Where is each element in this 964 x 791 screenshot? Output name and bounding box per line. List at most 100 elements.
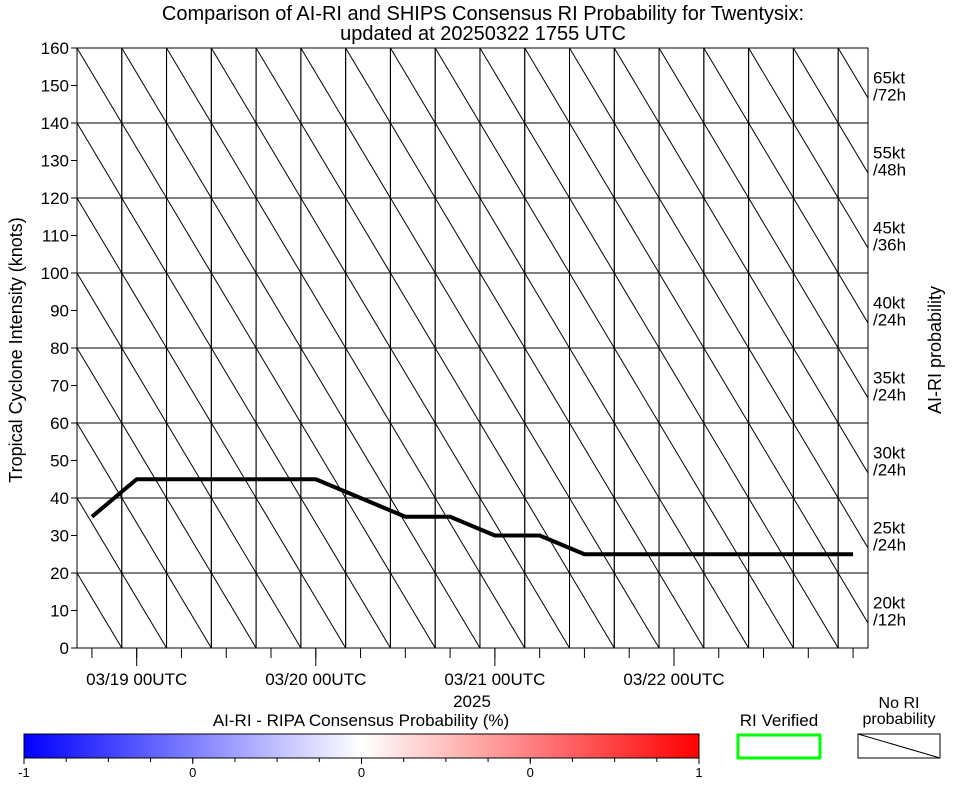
no-ri-diagonal bbox=[479, 347, 526, 424]
no-ri-diagonal bbox=[434, 122, 481, 199]
grid-cell bbox=[524, 572, 571, 648]
no-ri-diagonal bbox=[703, 272, 750, 349]
grid-cell bbox=[792, 48, 839, 124]
no-ri-diagonal bbox=[345, 347, 391, 424]
grid-cell bbox=[166, 347, 212, 424]
legend-no-ri-label-line2: probability bbox=[863, 711, 936, 728]
grid-cell bbox=[255, 197, 302, 274]
no-ri-diagonal bbox=[703, 497, 750, 574]
no-ri-diagonal bbox=[77, 48, 123, 124]
row-label-period: /24h bbox=[873, 311, 906, 330]
no-ri-diagonal bbox=[748, 347, 794, 424]
no-ri-diagonal bbox=[389, 272, 436, 349]
row-label-threshold: 55kt bbox=[873, 144, 905, 163]
grid-cell bbox=[703, 122, 750, 199]
grid-cell bbox=[166, 497, 212, 574]
no-ri-diagonal bbox=[658, 572, 705, 648]
no-ri-diagonal bbox=[792, 497, 839, 574]
y-axis-label: Tropical Cyclone Intensity (knots) bbox=[6, 217, 26, 482]
grid-cell bbox=[703, 48, 750, 124]
grid-cell bbox=[121, 347, 168, 424]
grid-cell bbox=[255, 422, 302, 499]
no-ri-diagonal bbox=[121, 197, 167, 274]
grid-cell bbox=[77, 347, 123, 424]
grid-cell bbox=[389, 197, 436, 274]
no-ri-diagonal bbox=[837, 272, 868, 324]
grid-cell bbox=[613, 572, 660, 648]
y-tick-label: 20 bbox=[50, 564, 69, 583]
y-tick-label: 160 bbox=[41, 39, 69, 58]
grid-cell bbox=[434, 272, 481, 349]
no-ri-diagonal bbox=[748, 422, 794, 499]
no-ri-diagonal bbox=[658, 497, 705, 574]
grid-cell bbox=[658, 48, 705, 124]
no-ri-diagonal bbox=[613, 572, 660, 648]
series-layer bbox=[90, 477, 854, 557]
no-ri-diagonal bbox=[524, 347, 570, 424]
grid-cell bbox=[748, 572, 794, 648]
no-ri-diagonal bbox=[703, 197, 750, 274]
grid-cell bbox=[121, 48, 168, 124]
no-ri-diagonal bbox=[792, 48, 839, 124]
colorbar-tick-label: 0 bbox=[527, 765, 534, 780]
grid-cell bbox=[792, 347, 839, 424]
no-ri-diagonal bbox=[210, 347, 257, 424]
x-tick-label: 03/19 00UTC bbox=[86, 670, 187, 689]
grid-cell bbox=[524, 122, 571, 199]
grid-cell bbox=[389, 48, 436, 124]
no-ri-diagonal bbox=[434, 572, 481, 648]
grid-cell bbox=[569, 572, 615, 648]
no-ri-diagonal bbox=[300, 347, 347, 424]
grid-cell bbox=[77, 122, 123, 199]
grid-cell bbox=[77, 197, 123, 274]
no-ri-diagonal bbox=[748, 572, 794, 648]
grid-cell bbox=[300, 497, 347, 574]
grid-cell bbox=[389, 347, 436, 424]
grid-cell bbox=[479, 122, 526, 199]
grid-cell bbox=[389, 272, 436, 349]
grid-cell bbox=[479, 347, 526, 424]
legend-ri-verified-label: RI Verified bbox=[740, 711, 818, 730]
no-ri-diagonal bbox=[389, 422, 436, 499]
grid-cell bbox=[210, 197, 257, 274]
no-ri-diagonal bbox=[389, 497, 436, 574]
no-ri-diagonal bbox=[255, 48, 302, 124]
grid-cell bbox=[569, 422, 615, 499]
colorbar-tick-label: 0 bbox=[189, 765, 196, 780]
grid-cell bbox=[837, 48, 868, 124]
grid-cell bbox=[77, 422, 123, 499]
no-ri-diagonal bbox=[569, 572, 615, 648]
grid-cell bbox=[569, 272, 615, 349]
no-ri-diagonal bbox=[524, 497, 570, 574]
no-ri-diagonal bbox=[300, 197, 347, 274]
no-ri-diagonal bbox=[389, 572, 436, 648]
no-ri-diagonal bbox=[345, 48, 391, 124]
y-tick-label: 140 bbox=[41, 114, 69, 133]
no-ri-diagonal bbox=[479, 422, 526, 499]
no-ri-diagonal bbox=[345, 572, 391, 648]
no-ri-diagonal bbox=[569, 497, 615, 574]
y-tick-label: 10 bbox=[50, 602, 69, 621]
grid-cell bbox=[166, 197, 212, 274]
no-ri-diagonal bbox=[166, 422, 212, 499]
grid-cell bbox=[524, 347, 571, 424]
no-ri-diagonal bbox=[166, 497, 212, 574]
grid-cell bbox=[479, 272, 526, 349]
no-ri-diagonal bbox=[479, 197, 526, 274]
no-ri-diagonal bbox=[434, 422, 481, 499]
grid-cell bbox=[524, 197, 571, 274]
grid-cell bbox=[434, 497, 481, 574]
y-ticks: 0 10 20 30 40 50 60 70 80 90 100 110 120 130 140 150 160 bbox=[41, 39, 77, 658]
no-ri-diagonal bbox=[658, 272, 705, 349]
grid-cell bbox=[434, 422, 481, 499]
grid-cell bbox=[748, 347, 794, 424]
no-ri-diagonal bbox=[569, 272, 615, 349]
no-ri-diagonal bbox=[345, 197, 391, 274]
grid-cell bbox=[210, 497, 257, 574]
no-ri-diagonal bbox=[77, 497, 123, 574]
grid-cell bbox=[121, 122, 168, 199]
no-ri-diagonal bbox=[255, 197, 302, 274]
grid-cell bbox=[658, 272, 705, 349]
no-ri-diagonal bbox=[210, 48, 257, 124]
grid-cell bbox=[748, 497, 794, 574]
